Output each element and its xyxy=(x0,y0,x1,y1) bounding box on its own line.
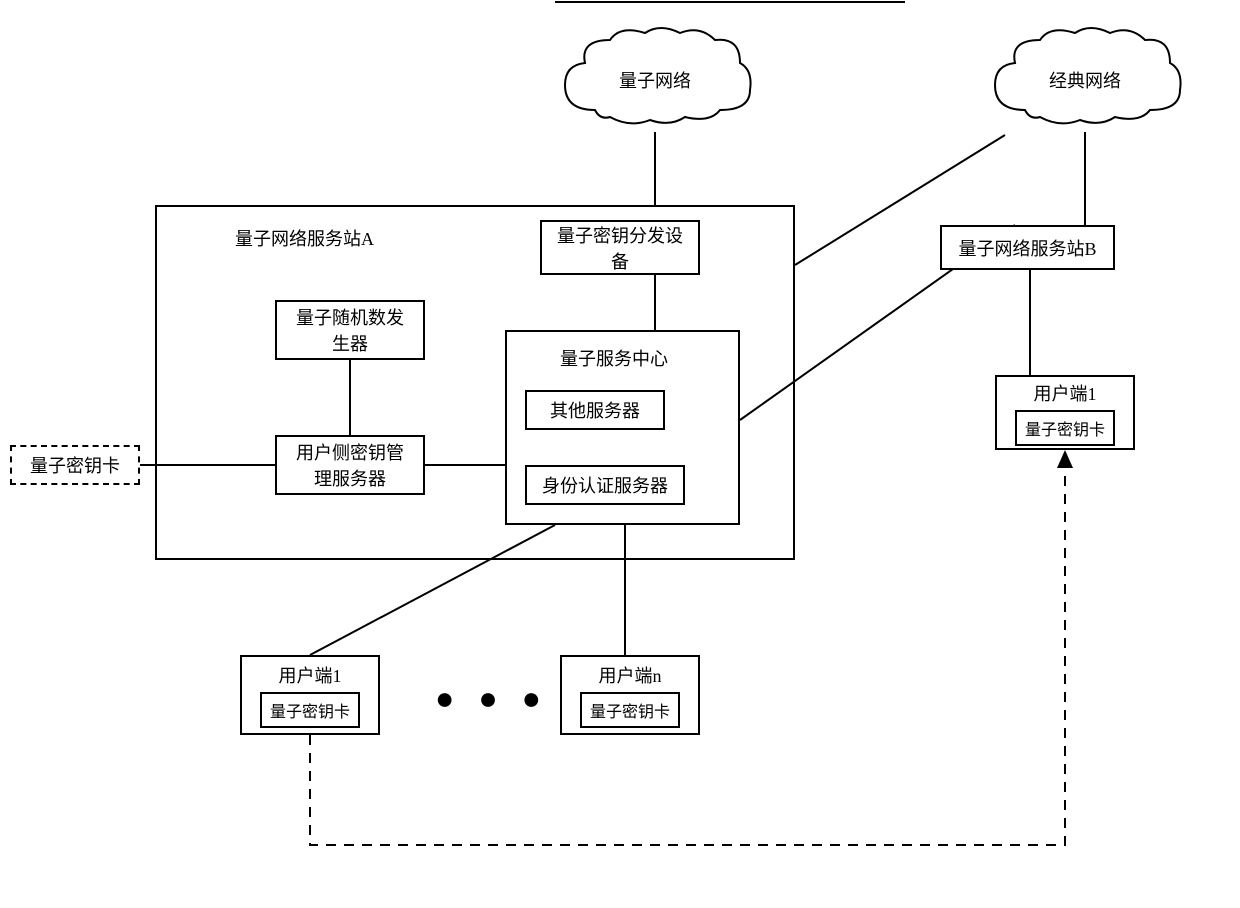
client-a1-box: 用户端1 量子密钥卡 xyxy=(240,655,380,735)
service-center-title: 量子服务中心 xyxy=(560,345,668,371)
other-servers-box: 其他服务器 xyxy=(525,390,665,430)
station-b-box: 量子网络服务站B xyxy=(940,225,1115,270)
quantum-network-cloud: 量子网络 xyxy=(555,25,755,135)
classical-network-cloud: 经典网络 xyxy=(985,25,1185,135)
client-a1-keycard: 量子密钥卡 xyxy=(260,692,360,728)
client-an-keycard: 量子密钥卡 xyxy=(580,692,680,728)
quantum-key-card-dashed: 量子密钥卡 xyxy=(10,445,140,485)
client-b1-keycard: 量子密钥卡 xyxy=(1015,410,1115,446)
client-a1-label: 用户端1 xyxy=(279,662,342,688)
ellipsis: ● ● ● xyxy=(435,680,549,717)
identity-server-box: 身份认证服务器 xyxy=(525,465,685,505)
client-b1-label: 用户端1 xyxy=(1034,380,1097,406)
client-b1-box: 用户端1 量子密钥卡 xyxy=(995,375,1135,450)
station-a-title: 量子网络服务站A xyxy=(235,225,374,251)
qrng-box: 量子随机数发 生器 xyxy=(275,300,425,360)
client-an-box: 用户端n 量子密钥卡 xyxy=(560,655,700,735)
qkd-device-box: 量子密钥分发设 备 xyxy=(540,220,700,275)
user-key-mgmt-box: 用户侧密钥管 理服务器 xyxy=(275,435,425,495)
quantum-network-label: 量子网络 xyxy=(555,67,755,93)
client-an-label: 用户端n xyxy=(599,662,662,688)
classical-network-label: 经典网络 xyxy=(985,67,1185,93)
